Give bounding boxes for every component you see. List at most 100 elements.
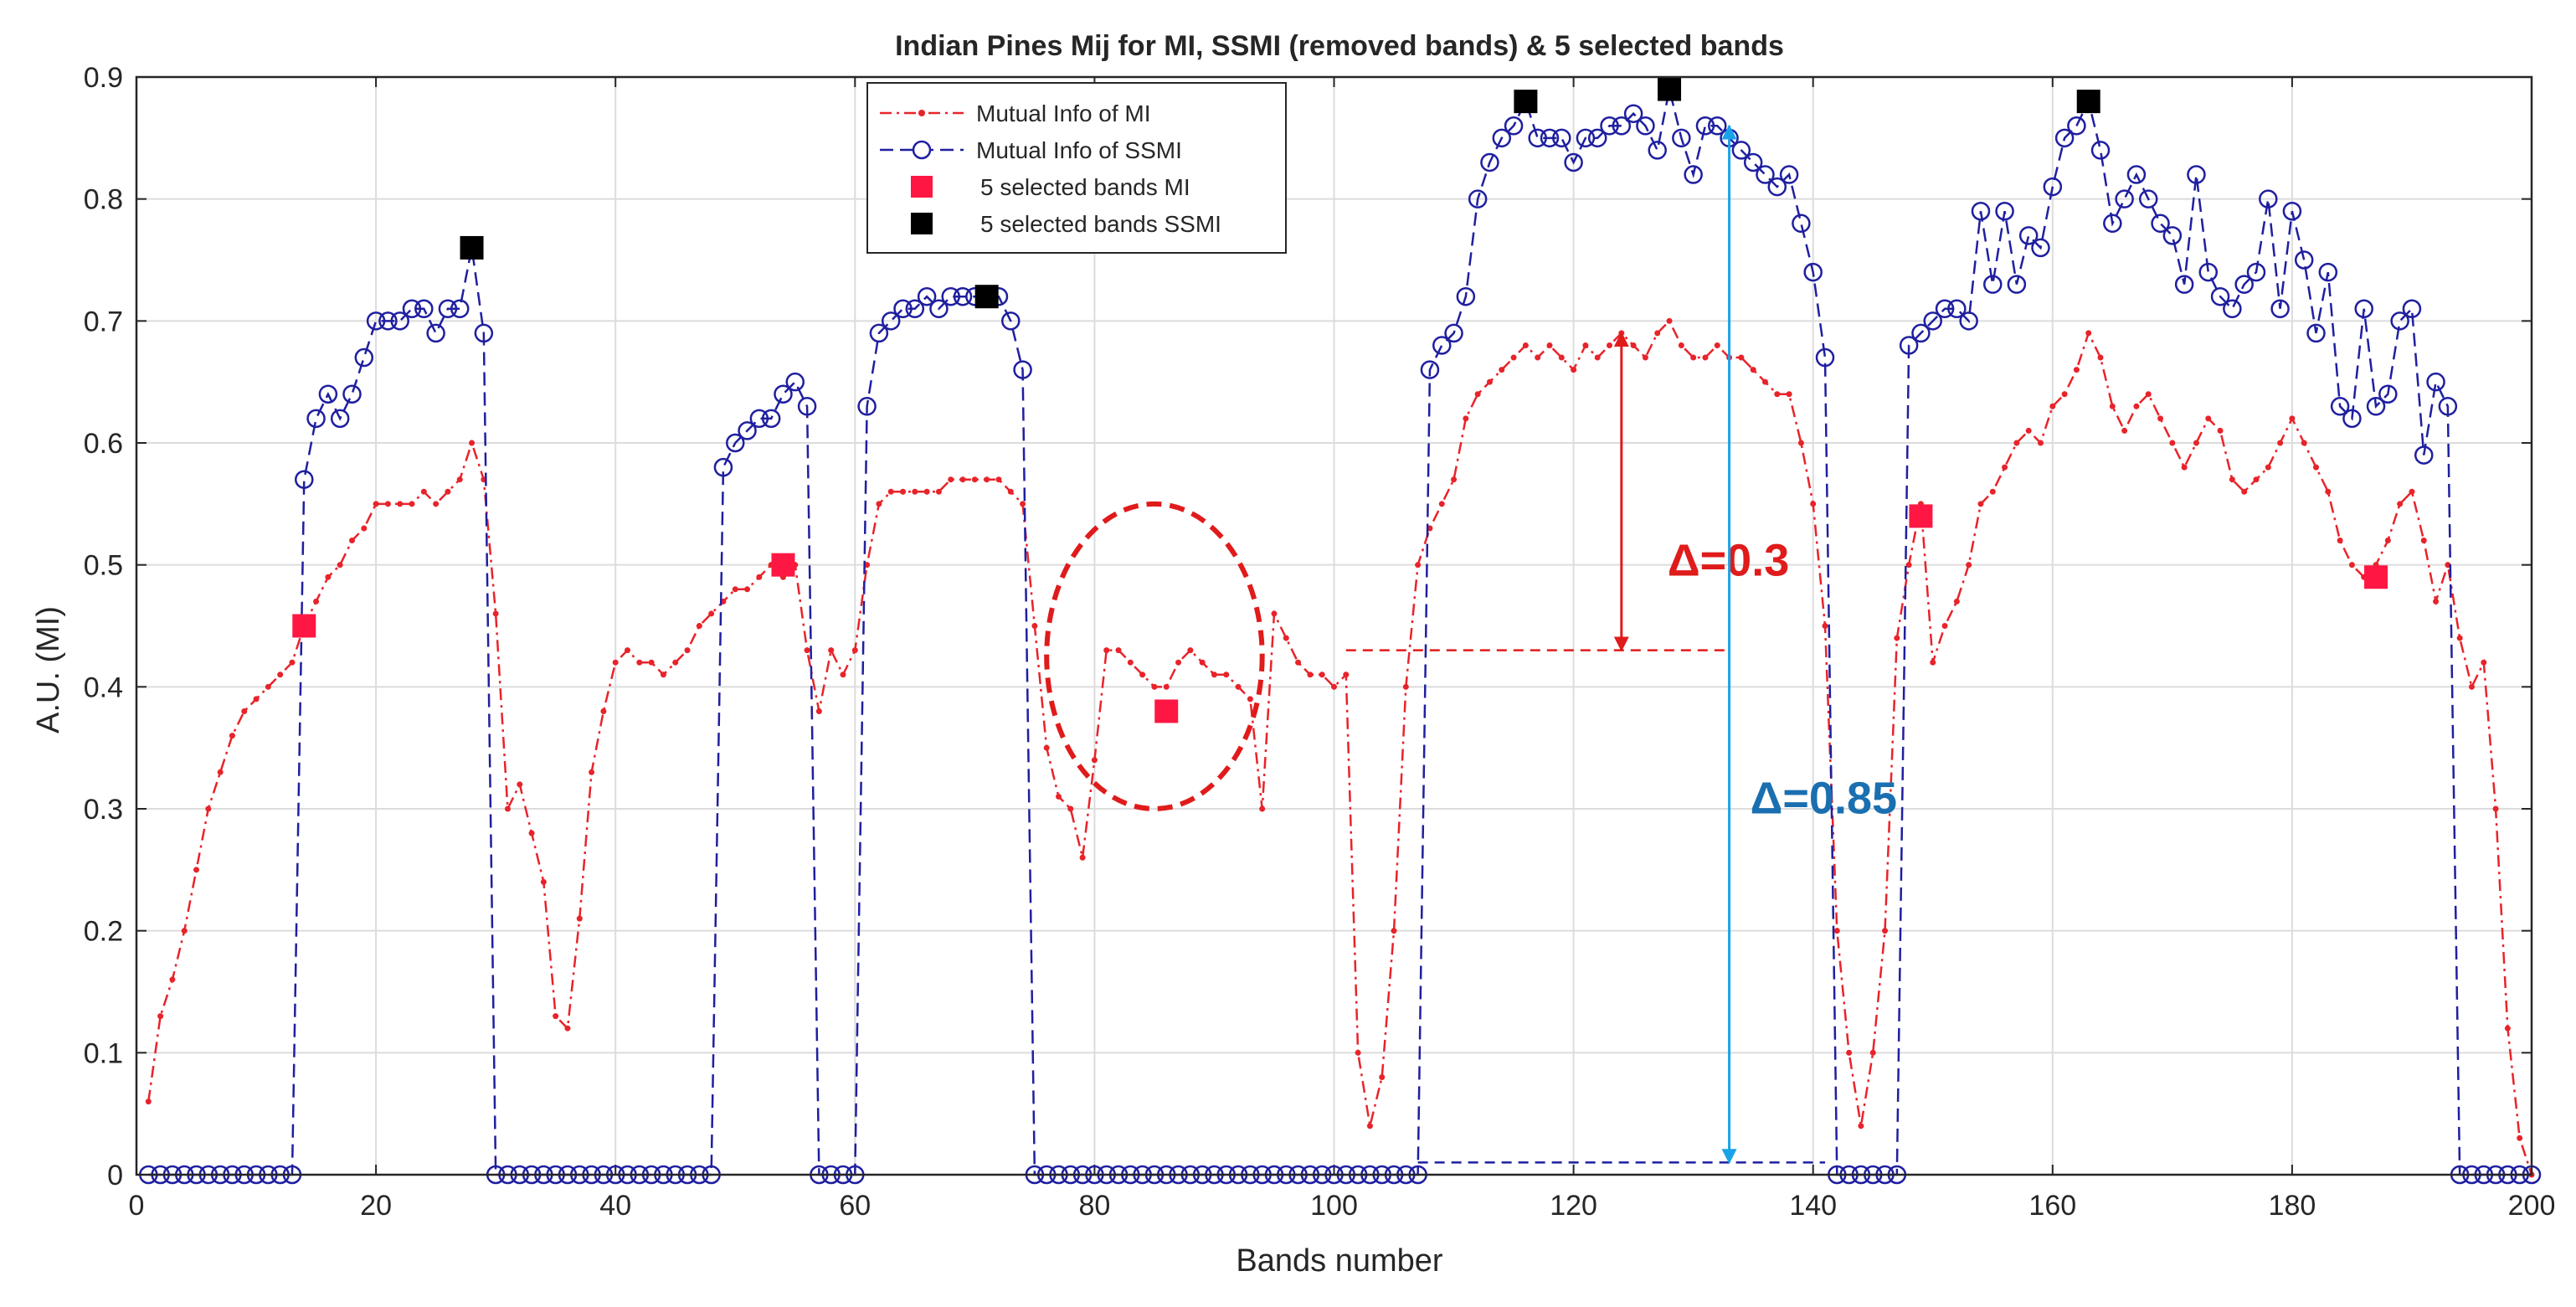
mi-point <box>2517 1135 2523 1141</box>
ssmi-point <box>1504 116 1524 136</box>
mi-point <box>660 672 666 678</box>
legend-ssmi-marker <box>912 140 932 160</box>
mi-point <box>1020 501 1026 507</box>
mi-point <box>1738 354 1745 361</box>
mi-point <box>289 659 296 666</box>
ssmi-point <box>713 457 733 477</box>
mi-point <box>1379 1073 1386 1080</box>
selected-mi-marker <box>2364 565 2388 589</box>
mi-point <box>1535 354 1541 361</box>
ssmi-point <box>426 323 445 343</box>
mi-point <box>2348 562 2355 569</box>
mi-point <box>1499 367 1505 373</box>
mi-point <box>1343 672 1350 678</box>
mi-point <box>1366 1123 1373 1129</box>
mi-point <box>2025 427 2032 434</box>
ssmi-point <box>1743 152 1763 172</box>
mi-point <box>2241 488 2248 495</box>
mi-point <box>2229 476 2235 483</box>
ssmi-point <box>2390 311 2409 331</box>
mi-point <box>1402 683 1409 690</box>
mi-point <box>2456 635 2463 641</box>
mi-point <box>1151 683 1158 690</box>
y-axis-label: A.U. (MI) <box>31 606 66 733</box>
ssmi-point <box>2126 165 2147 184</box>
mi-point <box>1774 391 1781 398</box>
selected-mi-marker <box>292 614 316 638</box>
ssmi-point <box>402 299 422 319</box>
ssmi-point <box>797 397 817 416</box>
mi-point <box>1858 1123 1864 1129</box>
mi-point <box>229 733 235 739</box>
ssmi-point <box>2259 189 2278 208</box>
y-tick-label: 0.3 <box>84 794 123 826</box>
mi-point <box>420 488 427 495</box>
x-tick-label: 200 <box>2508 1190 2556 1222</box>
ssmi-point <box>1911 323 1931 343</box>
mi-point <box>1750 367 1756 373</box>
ssmi-point <box>1456 286 1476 306</box>
mi-point <box>2145 391 2152 398</box>
ssmi-point <box>1600 116 1619 136</box>
ssmi-point <box>869 323 889 343</box>
x-tick-label: 100 <box>1310 1190 1358 1222</box>
y-tick-label: 0.1 <box>84 1037 123 1069</box>
mi-point <box>1391 928 1397 934</box>
mi-point <box>2313 464 2320 471</box>
y-tick-label: 0.7 <box>84 306 123 337</box>
y-tick-label: 0.9 <box>84 62 123 94</box>
ssmi-point <box>905 299 925 319</box>
y-tick-label: 0 <box>107 1160 123 1191</box>
mi-point <box>1235 683 1242 690</box>
legend-selected-mi-marker <box>911 176 933 198</box>
mi-point <box>1415 562 1422 569</box>
ssmi-point <box>2090 141 2111 160</box>
ssmi-point <box>390 311 409 331</box>
mi-point <box>492 610 499 617</box>
ssmi-point <box>893 299 913 319</box>
mi-point <box>1043 744 1050 751</box>
mi-point <box>1163 683 1170 690</box>
mi-point <box>1977 501 1984 507</box>
ssmi-point <box>1001 311 1021 331</box>
legend-box <box>866 82 1287 254</box>
legend-label-mi: Mutual Info of MI <box>976 100 1151 126</box>
ssmi-point <box>378 311 398 331</box>
ssmi-point <box>2223 299 2242 319</box>
mi-point <box>1067 805 1074 812</box>
mi-point <box>1451 476 1458 483</box>
mi-point <box>2073 367 2080 373</box>
ssmi-point <box>2210 286 2230 306</box>
mi-point <box>181 928 188 934</box>
mi-point <box>1079 854 1086 861</box>
mi-point <box>612 659 619 666</box>
ssmi-point <box>1492 128 1512 148</box>
mi-point <box>2169 440 2176 446</box>
mi-point <box>2121 427 2128 434</box>
selected-mi-marker <box>1909 504 1933 528</box>
mi-point <box>1331 683 1337 690</box>
ssmi-point <box>1923 311 1942 331</box>
mi-point <box>1055 793 1062 800</box>
mi-point <box>1115 647 1122 654</box>
mi-point <box>540 878 547 885</box>
mi-point <box>313 598 320 605</box>
ssmi-point <box>2318 262 2338 282</box>
mi-point <box>1355 1049 1361 1056</box>
ssmi-point <box>2378 384 2398 404</box>
ssmi-point <box>1528 128 1547 148</box>
ssmi-point <box>1971 201 1991 221</box>
ssmi-point <box>2354 299 2373 319</box>
x-tick-label: 120 <box>1550 1190 1597 1222</box>
mi-point <box>253 696 260 702</box>
mi-point <box>193 867 200 873</box>
ssmi-point <box>1612 116 1632 136</box>
mi-point <box>2384 538 2391 544</box>
ssmi-point <box>2103 214 2122 234</box>
ssmi-point <box>1468 189 1488 208</box>
highlight-ellipse <box>1044 501 1265 812</box>
mi-point <box>2037 440 2044 446</box>
mi-point <box>912 488 918 495</box>
ssmi-point <box>857 397 877 416</box>
